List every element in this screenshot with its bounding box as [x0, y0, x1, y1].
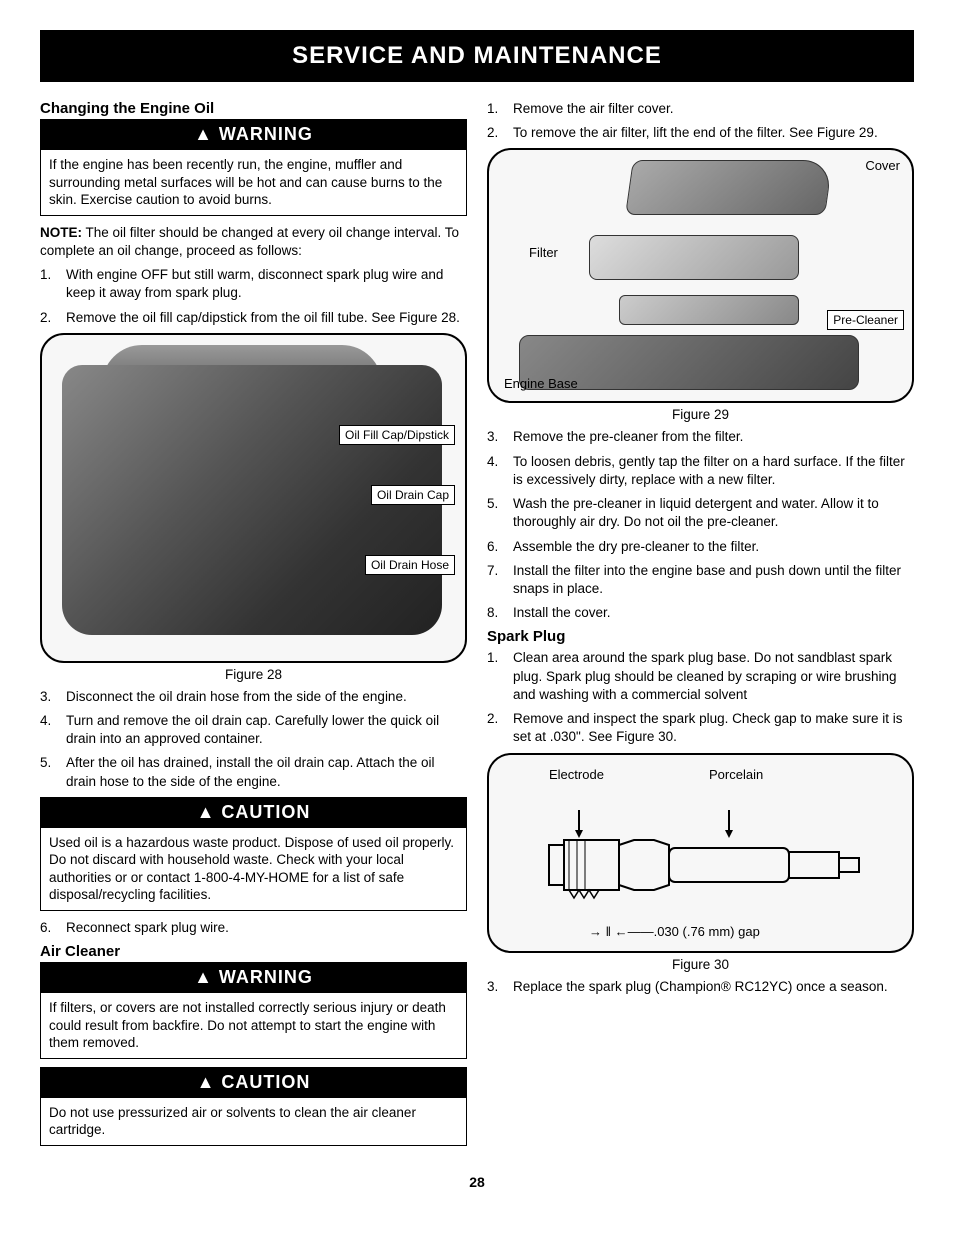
steps-e: 3.Remove the pre-cleaner from the filter… [487, 428, 914, 622]
step-text: Install the filter into the engine base … [513, 562, 914, 598]
fig29-caption: Figure 29 [487, 407, 914, 422]
sparkplug-icon [539, 810, 869, 920]
fig28-dipstick-label: Oil Fill Cap/Dipstick [339, 425, 455, 445]
step-text: Remove the oil fill cap/dipstick from th… [66, 309, 460, 327]
figure-28: Oil Fill Cap/Dipstick Oil Drain Cap Oil … [40, 333, 467, 663]
caution-icon: ▲ [197, 802, 216, 823]
list-item: 6.Assemble the dry pre-cleaner to the fi… [487, 538, 914, 556]
warning-bar-2: ▲ WARNING [40, 962, 467, 993]
list-item: 5.Wash the pre-cleaner in liquid deterge… [487, 495, 914, 531]
warning-bar-1: ▲ WARNING [40, 119, 467, 150]
list-item: 2.Remove and inspect the spark plug. Che… [487, 710, 914, 746]
steps-g: 3.Replace the spark plug (Champion® RC12… [487, 978, 914, 996]
warning1-label: WARNING [219, 124, 313, 144]
list-item: 4.To loosen debris, gently tap the filte… [487, 453, 914, 489]
list-item: 6.Reconnect spark plug wire. [40, 919, 467, 937]
step-text: Remove and inspect the spark plug. Check… [513, 710, 914, 746]
step-text: Clean area around the spark plug base. D… [513, 649, 914, 704]
steps-b: 3.Disconnect the oil drain hose from the… [40, 688, 467, 791]
step-text: Turn and remove the oil drain cap. Caref… [66, 712, 467, 748]
fig28-draincap-label: Oil Drain Cap [371, 485, 455, 505]
list-item: 2.Remove the oil fill cap/dipstick from … [40, 309, 467, 327]
content-columns: Changing the Engine Oil ▲ WARNING If the … [40, 96, 914, 1154]
warning-icon: ▲ [194, 124, 213, 145]
step-text: To loosen debris, gently tap the filter … [513, 453, 914, 489]
right-column: 1.Remove the air filter cover. 2.To remo… [487, 96, 914, 1154]
list-item: 2.To remove the air filter, lift the end… [487, 124, 914, 142]
steps-d: 1.Remove the air filter cover. 2.To remo… [487, 100, 914, 142]
step-text: Replace the spark plug (Champion® RC12YC… [513, 978, 888, 996]
steps-f: 1.Clean area around the spark plug base.… [487, 649, 914, 746]
warning2-label: WARNING [219, 967, 313, 987]
list-item: 3.Replace the spark plug (Champion® RC12… [487, 978, 914, 996]
fig28-drainhose-label: Oil Drain Hose [365, 555, 455, 575]
left-column: Changing the Engine Oil ▲ WARNING If the … [40, 96, 467, 1154]
list-item: 1.Remove the air filter cover. [487, 100, 914, 118]
list-item: 1.Clean area around the spark plug base.… [487, 649, 914, 704]
list-item: 4.Turn and remove the oil drain cap. Car… [40, 712, 467, 748]
spark-plug-title: Spark Plug [487, 628, 914, 645]
fig29-base-label: Engine Base [504, 376, 578, 391]
page-number: 28 [40, 1174, 914, 1190]
step-text: Wash the pre-cleaner in liquid detergent… [513, 495, 914, 531]
step-text: Disconnect the oil drain hose from the s… [66, 688, 407, 706]
changing-oil-title: Changing the Engine Oil [40, 100, 467, 117]
page-header: SERVICE AND MAINTENANCE [40, 30, 914, 82]
step-text: Reconnect spark plug wire. [66, 919, 229, 937]
warning1-text: If the engine has been recently run, the… [40, 150, 467, 216]
fig30-caption: Figure 30 [487, 957, 914, 972]
caution1-text: Used oil is a hazardous waste product. D… [40, 828, 467, 911]
figure-30: Electrode Porcelain → ‖ ←——.030 (.76 mm [487, 753, 914, 953]
steps-c: 6.Reconnect spark plug wire. [40, 919, 467, 937]
gap-text: .030 (.76 mm) gap [654, 924, 760, 939]
list-item: 3.Remove the pre-cleaner from the filter… [487, 428, 914, 446]
warning-icon: ▲ [194, 967, 213, 988]
step-text: With engine OFF but still warm, disconne… [66, 266, 467, 302]
step-text: Remove the air filter cover. [513, 100, 674, 118]
caution2-text: Do not use pressurized air or solvents t… [40, 1098, 467, 1146]
steps-a: 1.With engine OFF but still warm, discon… [40, 266, 467, 327]
figure-29: Cover Filter Pre-Cleaner Engine Base [487, 148, 914, 403]
fig30-porcelain-label: Porcelain [709, 767, 763, 782]
step-text: Assemble the dry pre-cleaner to the filt… [513, 538, 759, 556]
step-text: Remove the pre-cleaner from the filter. [513, 428, 743, 446]
caution-bar-1: ▲CAUTION [40, 797, 467, 828]
warning2-text: If filters, or covers are not installed … [40, 993, 467, 1059]
fig30-gap-label: → ‖ ←——.030 (.76 mm) gap [589, 924, 760, 939]
step-text: After the oil has drained, install the o… [66, 754, 467, 790]
fig29-precleaner-label: Pre-Cleaner [827, 310, 904, 330]
step-text: To remove the air filter, lift the end o… [513, 124, 878, 142]
list-item: 1.With engine OFF but still warm, discon… [40, 266, 467, 302]
air-cleaner-title: Air Cleaner [40, 943, 467, 960]
step-text: Install the cover. [513, 604, 611, 622]
fig29-cover-label: Cover [865, 158, 900, 173]
list-item: 3.Disconnect the oil drain hose from the… [40, 688, 467, 706]
caution2-label: CAUTION [221, 1072, 310, 1092]
caution-icon: ▲ [197, 1072, 216, 1093]
list-item: 5.After the oil has drained, install the… [40, 754, 467, 790]
oil-note: NOTE: The oil filter should be changed a… [40, 224, 467, 260]
list-item: 8.Install the cover. [487, 604, 914, 622]
fig29-filter-label: Filter [529, 245, 558, 260]
caution-bar-2: ▲CAUTION [40, 1067, 467, 1098]
fig28-caption: Figure 28 [40, 667, 467, 682]
list-item: 7.Install the filter into the engine bas… [487, 562, 914, 598]
caution1-label: CAUTION [221, 802, 310, 822]
fig30-electrode-label: Electrode [549, 767, 604, 782]
